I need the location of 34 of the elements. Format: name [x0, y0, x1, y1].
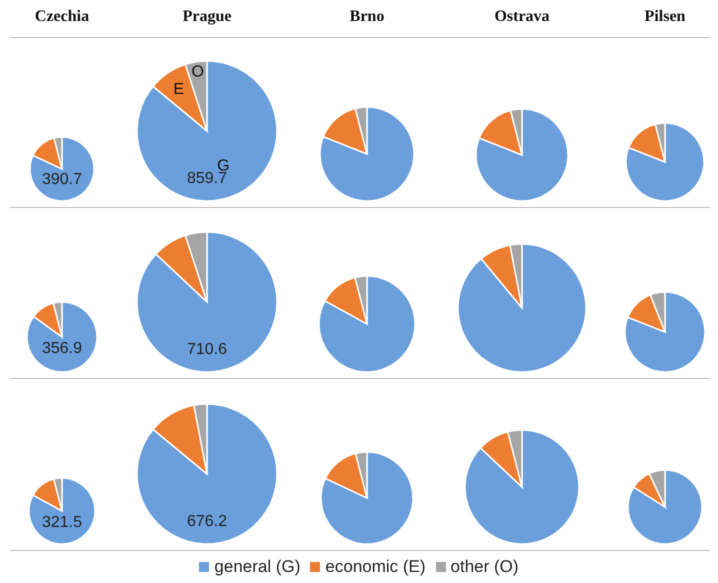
pie-slice [627, 294, 666, 333]
pie-slice [319, 106, 415, 202]
text: 321.5 [40, 512, 84, 533]
text: 710.6 [186, 340, 228, 360]
data-label: O [191, 64, 204, 81]
chart-title: Ostrava [493, 8, 551, 26]
text: 859.7 [186, 170, 228, 189]
data-label: E [173, 80, 184, 98]
pie-slice [475, 108, 569, 202]
chart-title: Czechia [34, 8, 90, 26]
text: 676.2 [186, 512, 228, 532]
chart-title: Prague [182, 8, 232, 26]
pie-slice [624, 291, 706, 373]
chart-title: Pilsen [644, 8, 686, 26]
text: 356.9 [40, 339, 84, 360]
pie-slice [625, 122, 705, 202]
chart-title: Brno [348, 8, 386, 26]
text: 390.7 [40, 170, 84, 190]
legend-label: general (G) [214, 557, 300, 577]
legend-label: other (O) [450, 557, 519, 577]
pie-slice [318, 275, 416, 373]
pie-slice [152, 64, 208, 132]
pie-slice [29, 136, 95, 202]
pie-slice [136, 231, 278, 373]
pie-slice [457, 243, 587, 373]
pie-slice [136, 60, 278, 202]
legend-label: economic (E) [325, 557, 426, 577]
pie-slice [627, 469, 703, 545]
pie-slice [26, 301, 98, 373]
pie-slice [464, 429, 580, 545]
pie-slice [28, 477, 96, 545]
pie-slice [155, 234, 208, 303]
pie-slice [320, 451, 414, 545]
pie-slice [136, 403, 278, 545]
